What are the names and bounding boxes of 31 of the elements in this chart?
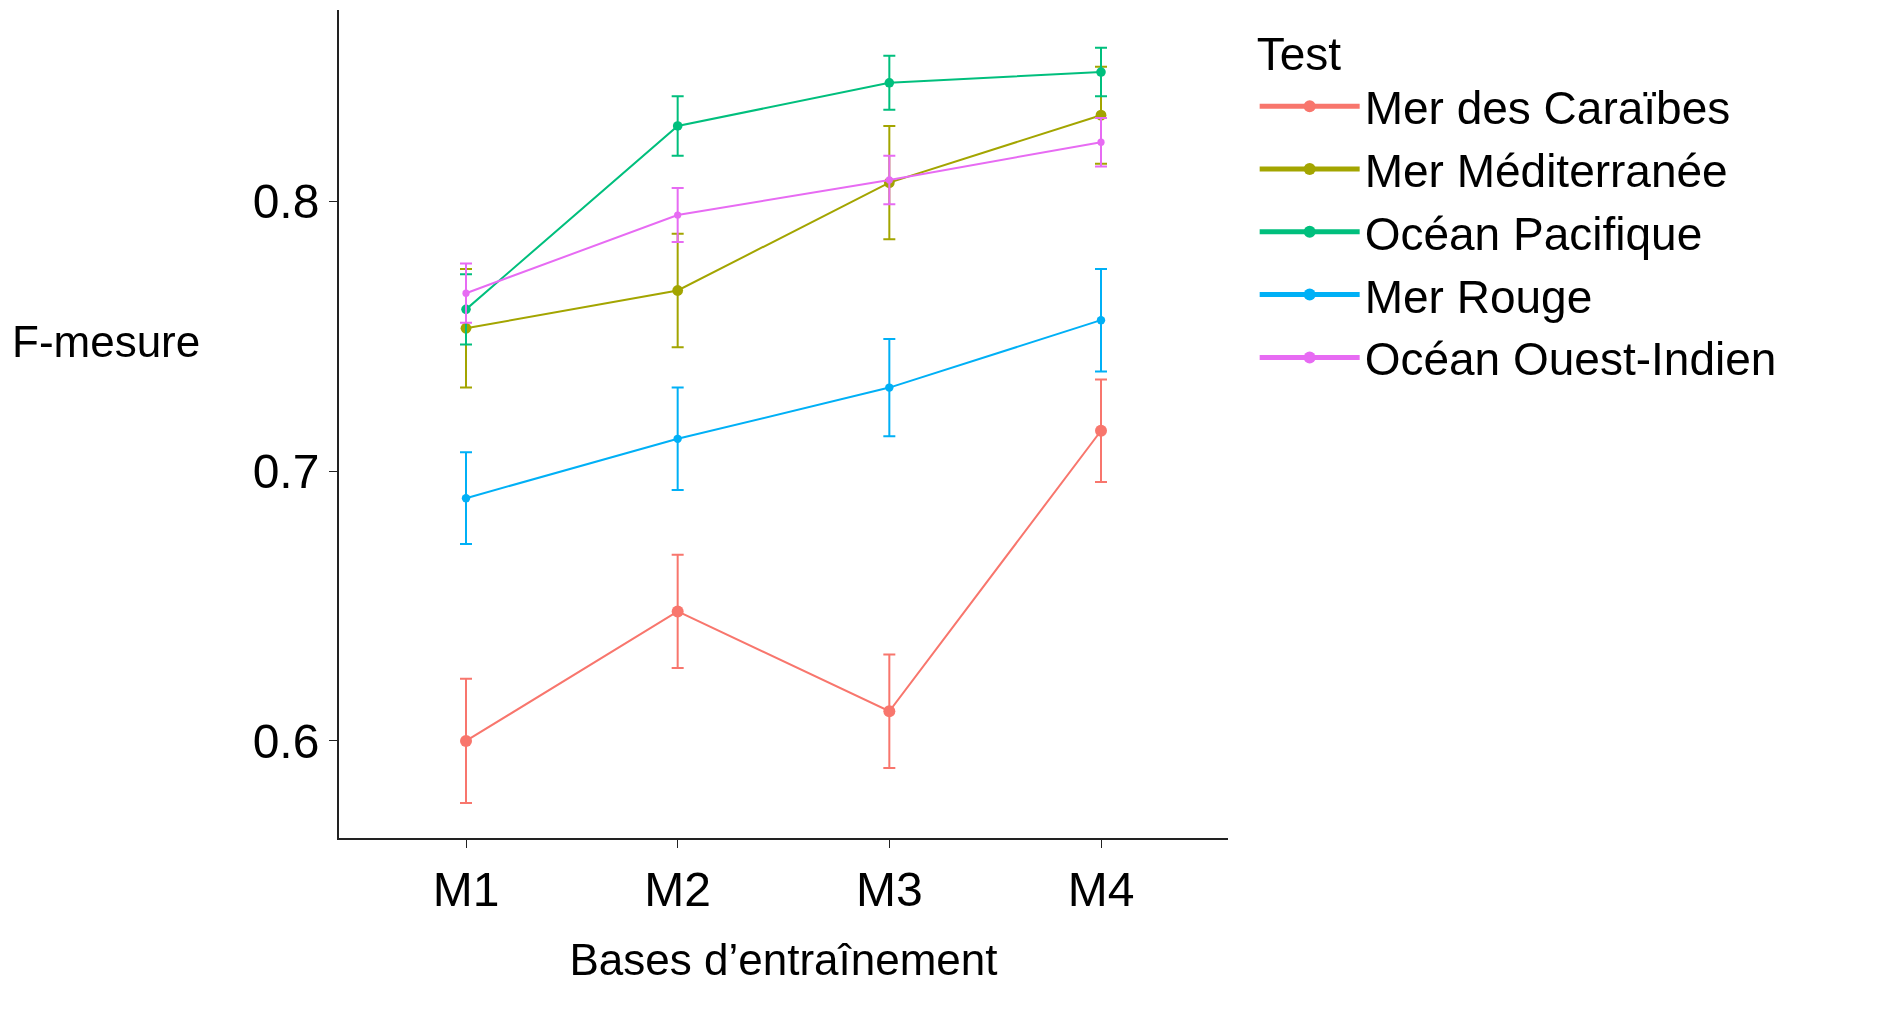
x-axis-title: Bases d’entraînement bbox=[569, 935, 998, 985]
y-axis-title: F-mesure bbox=[12, 317, 201, 366]
point bbox=[1095, 424, 1107, 437]
point bbox=[672, 285, 684, 296]
point bbox=[885, 176, 893, 184]
y-tick-label: 0.6 bbox=[252, 714, 320, 768]
x-tick-label: M4 bbox=[1067, 862, 1135, 916]
point bbox=[1096, 67, 1106, 77]
point bbox=[460, 734, 472, 747]
legend-label: Mer des Caraïbes bbox=[1364, 82, 1731, 135]
y-tick-label: 0.8 bbox=[252, 175, 320, 229]
x-tick-label: M3 bbox=[855, 862, 923, 916]
point bbox=[461, 493, 471, 503]
legend-label: Océan Ouest-Indien bbox=[1364, 333, 1777, 386]
point bbox=[462, 289, 470, 297]
point bbox=[884, 78, 895, 88]
point bbox=[883, 705, 896, 718]
x-tick-label: M1 bbox=[432, 862, 500, 916]
legend-label: Mer Méditerranée bbox=[1364, 144, 1728, 197]
legend-label: Mer Rouge bbox=[1364, 270, 1593, 323]
point bbox=[885, 383, 894, 392]
point bbox=[673, 434, 682, 444]
point bbox=[674, 211, 682, 219]
point bbox=[1097, 138, 1105, 146]
point bbox=[672, 121, 683, 131]
legend-label: Océan Pacifique bbox=[1364, 207, 1703, 260]
y-tick-label: 0.7 bbox=[252, 445, 320, 498]
x-tick-label: M2 bbox=[644, 862, 712, 916]
point bbox=[1096, 315, 1106, 325]
point bbox=[671, 605, 684, 618]
legend-title: Test bbox=[1256, 27, 1342, 80]
